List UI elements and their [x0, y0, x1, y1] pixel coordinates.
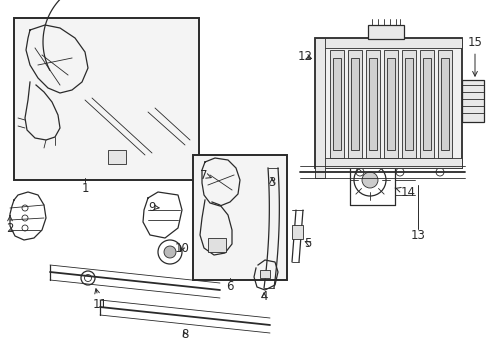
Bar [423, 58, 431, 150]
Text: 14: 14 [395, 185, 416, 198]
Text: 10: 10 [174, 242, 190, 255]
Bar [387, 58, 395, 150]
Bar [402, 50, 416, 158]
Bar [462, 80, 484, 122]
Bar [420, 50, 434, 158]
Text: 8: 8 [181, 328, 189, 342]
Bar [333, 58, 341, 150]
Bar [441, 58, 449, 150]
Text: 3: 3 [269, 176, 276, 189]
Text: 13: 13 [411, 229, 425, 242]
Text: 12: 12 [297, 50, 313, 63]
Text: 11: 11 [93, 289, 107, 311]
Bar [315, 38, 462, 48]
Text: 15: 15 [467, 36, 483, 76]
Text: 5: 5 [304, 237, 312, 249]
Bar [405, 58, 413, 150]
Bar [368, 25, 404, 39]
Text: 1: 1 [81, 181, 89, 194]
Bar [348, 50, 362, 158]
Bar [292, 225, 303, 239]
Bar [315, 38, 462, 168]
Text: 4: 4 [260, 291, 268, 303]
Text: 7: 7 [200, 168, 211, 181]
Bar [108, 150, 126, 164]
Bar [260, 270, 270, 278]
Bar [315, 38, 325, 178]
Bar [315, 158, 462, 168]
Circle shape [164, 246, 176, 258]
Bar [366, 50, 380, 158]
Bar [193, 155, 287, 280]
Bar [14, 18, 199, 180]
Bar [369, 58, 377, 150]
Circle shape [362, 172, 378, 188]
Text: 2: 2 [6, 216, 14, 234]
Text: 9: 9 [148, 201, 159, 213]
Bar [208, 238, 226, 252]
Bar [438, 50, 452, 158]
Text: 6: 6 [226, 279, 234, 292]
Bar [330, 50, 344, 158]
Bar [351, 58, 359, 150]
Bar [384, 50, 398, 158]
